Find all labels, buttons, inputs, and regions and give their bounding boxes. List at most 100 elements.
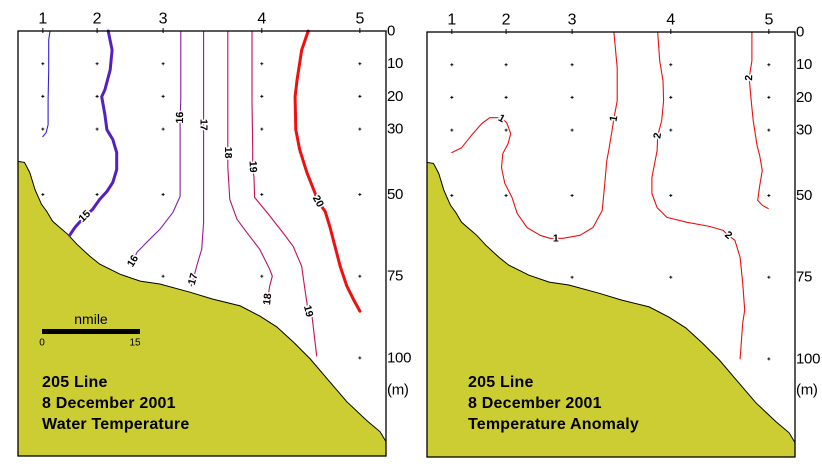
- depth-tick-label: 0: [387, 23, 395, 40]
- sample-point: [767, 275, 771, 279]
- sample-point: [260, 127, 264, 131]
- contour-lines: [451, 31, 769, 360]
- sample-point: [358, 274, 362, 278]
- sample-point: [504, 193, 508, 197]
- sample-point: [504, 128, 508, 132]
- depth-tick-label: 30: [387, 121, 403, 138]
- sample-point: [260, 274, 264, 278]
- sample-point: [358, 192, 362, 196]
- contour-line-2: [748, 31, 769, 210]
- sample-point: [95, 94, 99, 98]
- sample-point: [767, 63, 771, 67]
- sample-point: [504, 95, 508, 99]
- seabed-fill: [427, 162, 795, 457]
- depth-tick-label: 30: [796, 122, 812, 139]
- seabed-outline: [17, 160, 387, 442]
- contour-label: 19: [301, 304, 316, 318]
- station-label: 1: [38, 11, 47, 28]
- station-label: 1: [447, 12, 456, 29]
- depth-tick-label: 75: [796, 269, 812, 286]
- contour-line-2: [651, 31, 746, 360]
- contour-label: 2: [743, 75, 755, 81]
- contour-line: [42, 30, 51, 138]
- seabed-outline: [426, 161, 796, 443]
- scale-bar: nmile 0 15: [39, 311, 141, 349]
- sample-point: [95, 62, 99, 66]
- sample-point: [570, 63, 574, 67]
- sample-point: [767, 128, 771, 132]
- contour-line-1: [451, 31, 618, 239]
- scale-bar-line: [42, 329, 140, 334]
- contour-line-19: [251, 30, 318, 357]
- depth-tick-label: 100: [796, 350, 820, 367]
- seabed: [426, 161, 796, 457]
- seabed: [17, 160, 387, 456]
- contour-label: 18: [222, 147, 234, 159]
- sample-point: [570, 128, 574, 132]
- contour-label: 17: [186, 272, 201, 287]
- station-label: 3: [159, 11, 168, 28]
- sample-point: [450, 63, 454, 67]
- depth-tick-label: 0: [796, 24, 804, 41]
- depth-tick-label: 20: [387, 88, 403, 105]
- contour-line-20: [293, 29, 362, 313]
- station-label: 4: [257, 11, 266, 28]
- depth-tick-label: 10: [796, 56, 812, 73]
- sample-point: [669, 275, 673, 279]
- sample-point: [161, 274, 165, 278]
- sample-point: [260, 94, 264, 98]
- sample-point: [570, 193, 574, 197]
- figure-caption: 205 Line 8 December 2001 Water Temperatu…: [42, 374, 189, 433]
- sample-point: [41, 94, 45, 98]
- sample-points: [450, 63, 771, 361]
- station-ticks: [42, 28, 361, 33]
- sample-point: [669, 63, 673, 67]
- sample-point: [161, 127, 165, 131]
- depth-tick-label: 75: [387, 268, 403, 285]
- sample-point: [504, 63, 508, 67]
- sample-point: [41, 127, 45, 131]
- sample-point: [669, 95, 673, 99]
- sample-point: [260, 192, 264, 196]
- caption-line: 205 Line: [42, 374, 108, 391]
- sample-points: [41, 62, 362, 360]
- caption-variable: Temperature Anomaly: [468, 416, 639, 433]
- contour-label: 18: [261, 292, 274, 305]
- depth-tick-label: 50: [796, 187, 812, 204]
- station-label: 3: [568, 12, 577, 29]
- station-axis: 1 2 3 4 5: [38, 11, 364, 28]
- station-label: 4: [666, 12, 675, 29]
- scale-bar-start-label: 0: [39, 338, 45, 349]
- depth-tick-label: 50: [387, 186, 403, 203]
- sample-point: [767, 95, 771, 99]
- sample-point: [358, 127, 362, 131]
- sample-point: [669, 193, 673, 197]
- sample-point: [95, 192, 99, 196]
- depth-axis: 0 10 20 30 50 75 100: [796, 24, 820, 368]
- depth-axis: 0 10 20 30 50 75 100: [387, 23, 411, 367]
- contour-lines: [42, 29, 362, 357]
- sample-point: [767, 357, 771, 361]
- sample-point: [358, 356, 362, 360]
- scale-bar-unit-label: nmile: [74, 311, 108, 327]
- contour-label: 1: [607, 115, 620, 123]
- depth-tick-label: 10: [387, 55, 403, 72]
- sample-point: [161, 192, 165, 196]
- contour-line-18: [227, 30, 273, 305]
- sample-point: [669, 128, 673, 132]
- caption-line: 205 Line: [468, 374, 534, 391]
- caption-date: 8 December 2001: [468, 395, 602, 412]
- sample-point: [450, 193, 454, 197]
- panel-temperature-anomaly: 1 1 1 2 2 2 1 2 3 4 5 0 10 20 30 50 75 100 (m) 205 Line…: [426, 12, 820, 458]
- sample-point: [358, 62, 362, 66]
- caption-variable: Water Temperature: [42, 416, 189, 433]
- station-label: 2: [93, 11, 102, 28]
- station-ticks: [451, 29, 770, 34]
- sample-point: [358, 94, 362, 98]
- plot-frame: [17, 30, 387, 457]
- scale-bar-end-label: 15: [129, 338, 141, 349]
